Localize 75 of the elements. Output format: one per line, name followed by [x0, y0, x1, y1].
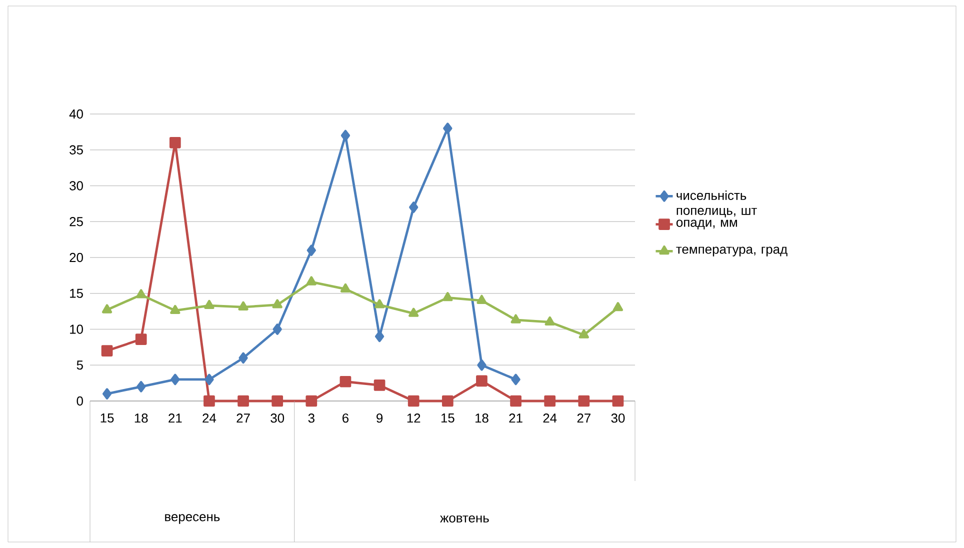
point — [442, 292, 453, 302]
point — [544, 316, 555, 326]
point — [170, 304, 180, 314]
point — [477, 359, 486, 371]
point — [510, 395, 522, 407]
point — [102, 304, 112, 314]
point — [544, 395, 556, 407]
legend-label: опади, мм — [676, 220, 737, 230]
point — [101, 345, 113, 356]
point — [238, 395, 249, 407]
point — [238, 301, 248, 310]
x-tick-label: 6 — [342, 414, 349, 423]
point — [340, 130, 350, 142]
point — [442, 395, 454, 407]
y-tick-label: 20 — [70, 252, 83, 262]
x-tick-label: 15 — [441, 414, 454, 423]
point — [340, 283, 351, 293]
point — [408, 308, 419, 317]
x-tick-label: 9 — [376, 414, 383, 423]
point — [306, 244, 316, 256]
point — [443, 122, 452, 134]
point — [204, 374, 214, 386]
point — [374, 330, 384, 342]
x-tick-label: 24 — [543, 414, 557, 423]
point — [476, 375, 488, 387]
x-tick-label: 24 — [202, 414, 216, 423]
point — [272, 395, 284, 407]
text: вересень — [165, 514, 220, 524]
point — [476, 294, 487, 304]
point — [136, 289, 146, 298]
point — [340, 376, 352, 388]
point — [204, 300, 214, 310]
x-tick-label: 27 — [236, 414, 250, 423]
y-tick-label: 35 — [70, 145, 83, 154]
point — [409, 202, 418, 213]
point — [238, 352, 248, 364]
point — [135, 334, 147, 345]
x-tick-label: 21 — [509, 414, 522, 423]
point — [511, 374, 520, 386]
x-tick-label: 18 — [134, 414, 148, 423]
point — [306, 395, 318, 407]
y-tick-label: 40 — [69, 109, 83, 119]
point — [374, 299, 385, 308]
x-tick-label: 21 — [168, 414, 182, 423]
x-tick-label: 3 — [308, 414, 314, 423]
y-tick-label: 5 — [76, 360, 83, 370]
point — [578, 395, 590, 407]
point — [102, 388, 112, 400]
y-tick-label: 0 — [76, 396, 83, 406]
point — [306, 276, 316, 286]
point — [612, 302, 624, 312]
point — [578, 329, 589, 338]
text: жовтень — [440, 515, 489, 523]
point — [510, 314, 521, 324]
legend-label: чисельність попелиць, шт — [676, 190, 757, 218]
point — [136, 380, 146, 392]
x-tick-label: 30 — [270, 414, 284, 423]
point — [272, 299, 282, 308]
x-tick-label: 18 — [476, 414, 488, 423]
point — [374, 380, 386, 391]
y-tick-label: 25 — [70, 217, 83, 226]
x-tick-label: 27 — [577, 414, 590, 423]
point — [169, 137, 181, 148]
legend-label: температура, град — [676, 246, 788, 256]
y-tick-label: 10 — [70, 324, 83, 334]
point — [204, 395, 215, 407]
x-tick-label: 15 — [100, 414, 114, 423]
point — [612, 395, 624, 407]
y-tick-label: 15 — [70, 288, 83, 298]
x-tick-label: 12 — [407, 414, 420, 423]
point — [170, 374, 180, 386]
point — [272, 324, 282, 335]
x-tick-label: 30 — [611, 414, 625, 423]
y-tick-label: 30 — [70, 181, 83, 190]
point — [408, 395, 420, 407]
